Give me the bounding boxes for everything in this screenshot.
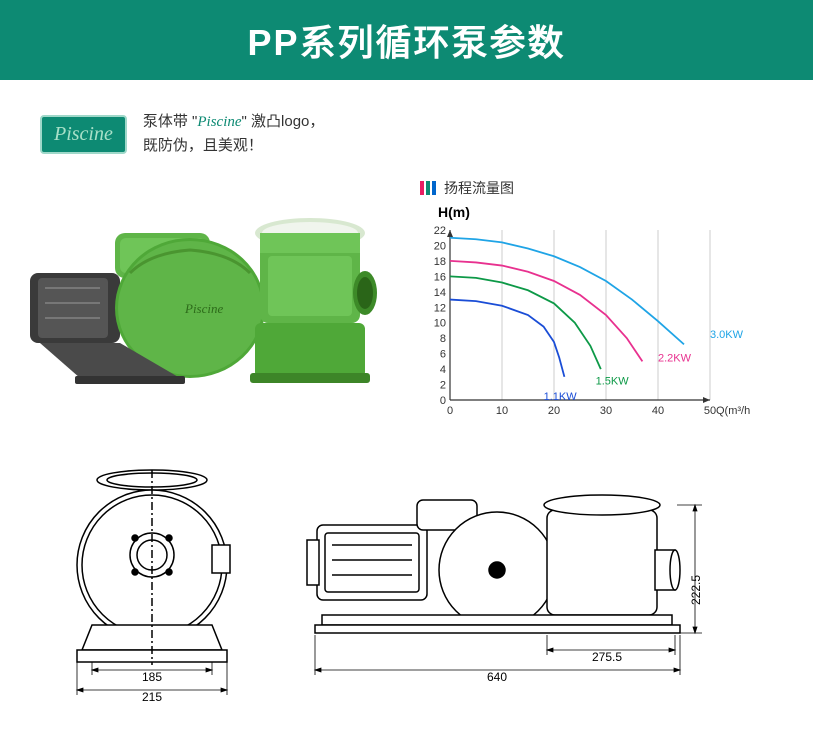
dim-front: 185 215 — [57, 455, 257, 710]
svg-text:10: 10 — [434, 318, 446, 330]
svg-text:2.2KW: 2.2KW — [658, 352, 692, 364]
chart-title: 扬程流量图 — [444, 178, 514, 198]
badge-text: 泵体带 "Piscine" 激凸logo， 既防伪，且美观！ — [143, 110, 325, 158]
dim-326: 326 — [297, 550, 300, 570]
dimensions-section: 185 215 — [20, 455, 793, 710]
badge-logo: Piscine — [54, 123, 113, 145]
chart-ylabel: H(m) — [438, 204, 793, 220]
brand-inline: Piscine — [197, 114, 241, 130]
svg-text:20: 20 — [548, 405, 560, 417]
chart-title-row: 扬程流量图 — [420, 178, 793, 198]
mid-section: Piscine 扬程流量图 H(m) 0 2 4 6 8 10 12 14 16 18 20 22 0 1… — [20, 178, 793, 425]
dim-222: 222.5 — [689, 575, 703, 605]
flow-chart: 0 2 4 6 8 10 12 14 16 18 20 22 0 10 20 30 40 50Q(m³/h 1.1K… — [420, 220, 760, 420]
chart-title-bars — [420, 181, 438, 195]
dim-side-svg: 326 222.5 275.5 — [297, 455, 757, 705]
svg-text:18: 18 — [434, 256, 446, 268]
svg-text:0: 0 — [447, 405, 453, 417]
svg-text:2: 2 — [440, 380, 446, 392]
svg-text:Piscine: Piscine — [184, 301, 223, 316]
dim-640: 640 — [487, 670, 507, 684]
badge-line1: 泵体带 "Piscine" 激凸logo， — [143, 110, 325, 134]
svg-text:16: 16 — [434, 271, 446, 283]
header-title: PP系列循环泵参数 — [247, 22, 565, 63]
svg-text:1.1KW: 1.1KW — [544, 391, 578, 403]
page-header: PP系列循环泵参数 — [0, 0, 813, 80]
dim-front-svg: 185 215 — [57, 455, 257, 705]
dim-215: 215 — [142, 690, 162, 704]
svg-text:6: 6 — [440, 349, 446, 361]
dim-275: 275.5 — [592, 650, 622, 664]
svg-text:0: 0 — [440, 395, 446, 407]
svg-text:50: 50 — [704, 405, 716, 417]
svg-text:Q(m³/h: Q(m³/h — [716, 405, 750, 417]
dim-side: 326 222.5 275.5 — [297, 455, 757, 710]
chart-section: 扬程流量图 H(m) 0 2 4 6 8 10 12 14 16 18 20 22 0 10 20 30 40 5… — [400, 178, 793, 425]
svg-text:14: 14 — [434, 287, 446, 299]
svg-text:1.5KW: 1.5KW — [596, 376, 630, 388]
svg-text:10: 10 — [496, 405, 508, 417]
svg-text:40: 40 — [652, 405, 664, 417]
svg-text:12: 12 — [434, 302, 446, 314]
brand-badge: Piscine — [40, 115, 127, 154]
dim-185: 185 — [142, 670, 162, 684]
badge-row: Piscine 泵体带 "Piscine" 激凸logo， 既防伪，且美观！ — [40, 110, 773, 158]
pump-svg: Piscine — [20, 178, 400, 398]
svg-text:8: 8 — [440, 333, 446, 345]
svg-text:4: 4 — [440, 364, 446, 376]
pump-image: Piscine — [20, 178, 400, 398]
svg-text:20: 20 — [434, 240, 446, 252]
badge-line2: 既防伪，且美观！ — [143, 134, 325, 158]
svg-text:22: 22 — [434, 225, 446, 237]
svg-text:30: 30 — [600, 405, 612, 417]
svg-text:3.0KW: 3.0KW — [710, 329, 744, 341]
